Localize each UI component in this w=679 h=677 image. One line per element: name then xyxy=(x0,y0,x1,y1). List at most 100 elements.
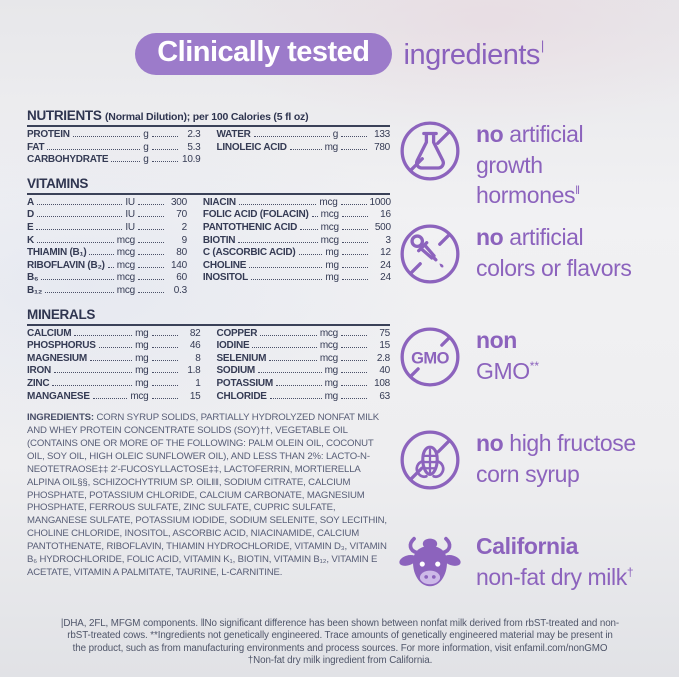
nutrient-value: 60 xyxy=(176,272,187,284)
footnote-california: †Non-fat dry milk ingredient from Califo… xyxy=(247,655,433,667)
leader-dots xyxy=(151,359,178,361)
claim-text: non GMO** xyxy=(476,324,539,384)
leader-dots xyxy=(137,279,164,281)
nutrient-name: MAGNESIUM xyxy=(27,352,87,364)
nutrient-unit: mcg xyxy=(320,209,339,221)
nutrient-value: 46 xyxy=(189,340,201,352)
claim-line: corn syrup xyxy=(476,460,580,487)
nutrient-name: POTASSIUM xyxy=(216,377,274,389)
nutrient-unit: g xyxy=(143,154,149,166)
leader-dots xyxy=(36,241,114,243)
nutrient-name: B₆ xyxy=(27,272,39,284)
leader-dots xyxy=(137,254,164,256)
nutrient-unit: mg xyxy=(325,247,339,259)
nutrients-left-column: PROTEIN g 2.3 FAT g 5.3 CARBOHYDRATE g 10.9 xyxy=(27,129,201,167)
nutrient-name: FOLIC ACID (FOLACIN) xyxy=(202,209,309,221)
table-row: B₁₂ mcg 0.3 xyxy=(27,285,187,298)
claims-column: no artificial growth hormones‖ no artifi… xyxy=(397,118,669,596)
nutrient-name: INOSITOL xyxy=(202,272,248,284)
nutrient-unit: mcg xyxy=(116,259,135,271)
clinically-tested-pill: Clinically tested xyxy=(135,33,392,75)
leader-dots xyxy=(47,148,141,150)
leader-dots xyxy=(137,228,164,230)
table-row: BIOTIN mcg 3 xyxy=(203,235,391,248)
nutrients-section: NUTRIENTS (Normal Dilution); per 100 Cal… xyxy=(27,108,390,167)
vitamins-right-column: NIACIN mcg 1000 FOLIC ACID (FOLACIN) mcg 16 PA… xyxy=(203,197,391,285)
leader-dots xyxy=(137,216,164,218)
cow-icon xyxy=(397,530,463,596)
table-row: SELENIUM mcg 2.8 xyxy=(217,353,391,366)
claim-text: no artificial colors or flavors xyxy=(476,221,632,281)
nutrient-name: FAT xyxy=(27,141,45,153)
footnote-paragraph: |DHA, 2FL, MFGM components. ‖No signific… xyxy=(60,618,620,654)
nutrient-value: 40 xyxy=(379,365,390,377)
nutrient-unit: mcg xyxy=(319,196,338,208)
leader-dots xyxy=(41,279,114,281)
vitamins-section-title: VITAMINS xyxy=(27,176,390,195)
leader-dots xyxy=(341,279,368,281)
ingredients-label: INGREDIENTS: xyxy=(27,412,94,424)
leader-dots xyxy=(341,254,368,256)
leader-dots xyxy=(250,279,323,281)
claim-rest-text: artificial xyxy=(503,121,584,147)
nutrient-name: MANGANESE xyxy=(27,390,90,402)
section-subtitle: (Normal Dilution); per 100 Calories (5 f… xyxy=(105,111,309,123)
nutrient-value: 2.3 xyxy=(187,129,201,140)
nutrient-value: 63 xyxy=(379,390,390,402)
claim-bold-text: no xyxy=(476,224,504,250)
claim-footnote-mark: ‖ xyxy=(575,183,581,197)
nutrient-value: 82 xyxy=(189,327,201,339)
leader-dots xyxy=(72,136,141,137)
leader-dots xyxy=(341,228,368,230)
leader-dots xyxy=(92,397,128,399)
nutrient-value: 24 xyxy=(380,272,391,284)
leader-dots xyxy=(151,136,178,137)
section-title-text: VITAMINS xyxy=(27,175,89,191)
nutrient-name: B₁₂ xyxy=(27,284,43,296)
nutrient-unit: mg xyxy=(135,377,149,389)
table-row: INOSITOL mg 24 xyxy=(203,272,391,285)
nutrient-value: 75 xyxy=(379,327,390,339)
no-flask-icon xyxy=(397,118,463,184)
leader-dots xyxy=(36,216,123,218)
nutrient-value: 24 xyxy=(380,259,391,271)
nutrient-name: WATER xyxy=(216,129,251,140)
table-row: CALCIUM mg 82 xyxy=(27,328,201,341)
nutrient-unit: mcg xyxy=(319,352,338,364)
leader-dots xyxy=(341,148,367,150)
nutrient-name: K xyxy=(27,234,34,246)
nutrient-value: 108 xyxy=(374,377,390,389)
nutrient-unit: mg xyxy=(325,272,339,284)
leader-dots xyxy=(45,291,114,293)
nutrient-unit: mcg xyxy=(116,284,135,296)
no-dropper-icon xyxy=(397,221,463,287)
nutrient-value: 1 xyxy=(195,377,201,389)
nutrient-name: E xyxy=(27,221,34,233)
claim-line: non-fat dry milk xyxy=(476,563,627,590)
nutrient-unit: mg xyxy=(324,365,339,377)
leader-dots xyxy=(298,254,323,256)
leader-dots xyxy=(89,254,114,256)
title-suffix: ingredients| xyxy=(404,39,545,70)
minerals-section-title: MINERALS xyxy=(27,307,390,326)
nutrient-unit: IU xyxy=(125,221,135,233)
nutrient-name: CHOLINE xyxy=(202,259,247,271)
nutrient-value: 133 xyxy=(374,129,390,140)
nutrient-name: CARBOHYDRATE xyxy=(27,154,109,166)
nutrient-value: 2 xyxy=(181,221,188,233)
claim-footnote-mark: ** xyxy=(529,358,540,373)
nutrient-value: 9 xyxy=(181,234,188,246)
table-row: CHOLINE mg 24 xyxy=(203,260,391,273)
nutrient-value: 8 xyxy=(195,352,201,364)
table-row: IODINE mcg 15 xyxy=(217,340,391,353)
nutrient-name: C (ASCORBIC ACID) xyxy=(202,247,296,259)
leader-dots xyxy=(151,334,178,336)
table-row: MAGNESIUM mg 8 xyxy=(27,353,201,366)
leader-dots xyxy=(238,203,317,205)
nutrient-unit: mg xyxy=(135,327,149,339)
table-row: D IU 70 xyxy=(27,209,187,222)
leader-dots xyxy=(311,216,318,218)
table-row: C (ASCORBIC ACID) mg 12 xyxy=(203,247,391,260)
leader-dots xyxy=(137,241,164,243)
